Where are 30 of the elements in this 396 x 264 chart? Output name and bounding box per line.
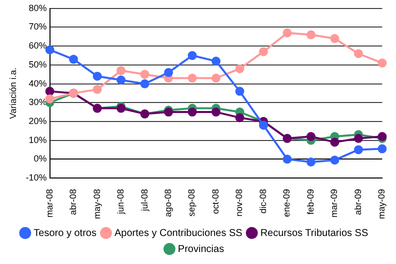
x-tick-label: jul-08 (139, 188, 150, 212)
legend-label: Aportes y Contribuciones SS (114, 228, 243, 239)
y-tick-label: 30% (28, 97, 47, 108)
x-tick-label: jun-08 (116, 188, 126, 216)
legend-label: Tesoro y otros (34, 228, 96, 239)
x-tick-label: oct-08 (210, 188, 220, 214)
legend-label: Provincias (178, 244, 224, 255)
x-tick-label: abr-08 (68, 188, 78, 216)
x-tick-label: feb-09 (305, 188, 316, 215)
x-tick-label: nov-08 (234, 188, 244, 217)
x-tick-label: mar-08 (44, 188, 54, 218)
x-tick-label: abr-09 (352, 188, 363, 216)
legend-label: Recursos Tributarios SS (260, 228, 368, 239)
y-tick-label: 70% (28, 22, 47, 32)
y-axis-title: Variación i.a. (8, 68, 18, 119)
x-tick-label: may-09 (376, 188, 387, 220)
y-tick-label: 0% (34, 154, 47, 164)
y-tick-label: 60% (28, 40, 47, 51)
y-tick-label: 80% (28, 2, 47, 13)
x-tick-label: may-08 (92, 188, 102, 220)
y-tick-label: 10% (28, 134, 47, 145)
x-tick-label: mar-09 (329, 188, 340, 218)
y-tick-label: -10% (26, 172, 47, 182)
y-tick-label: 50% (28, 59, 47, 70)
x-tick-label: sep-08 (186, 188, 197, 217)
x-tick-label: ene-09 (282, 188, 292, 218)
x-tick-label: dic-08 (258, 188, 268, 214)
x-tick-label: ago-08 (163, 188, 174, 218)
y-tick-label: 20% (28, 116, 47, 126)
y-tick-label: 40% (28, 78, 47, 88)
